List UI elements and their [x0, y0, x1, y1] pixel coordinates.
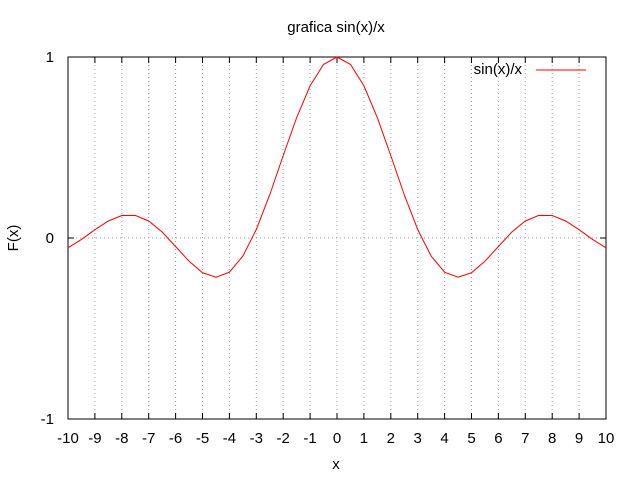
- x-tick-label: 10: [598, 430, 615, 447]
- x-tick-label: 5: [467, 430, 475, 447]
- x-tick-label: -5: [196, 430, 209, 447]
- x-tick-label: -9: [88, 430, 101, 447]
- axis-ticks: [67, 56, 607, 420]
- x-tick-label: -7: [142, 430, 155, 447]
- x-tick-label: -8: [115, 430, 128, 447]
- x-tick-label: 4: [440, 430, 448, 447]
- chart-title: grafica sin(x)/x: [287, 19, 385, 36]
- x-tick-label: 6: [494, 430, 502, 447]
- x-tick-label: 2: [387, 430, 395, 447]
- series-layer: [67, 56, 607, 278]
- y-tick-label: 0: [46, 230, 54, 247]
- y-tick-label: -1: [41, 411, 54, 428]
- grid: [68, 57, 606, 419]
- tick-labels: -10 -9 -8 -7 -6 -5 -4 -3 -2 -1 0 1 2 3 4 5 6 7 8 9 10-101: [41, 49, 615, 447]
- x-tick-label: -4: [223, 430, 236, 447]
- x-tick-label: -10: [57, 430, 79, 447]
- legend-label: sin(x)/x: [474, 61, 523, 78]
- x-tick-label: -3: [250, 430, 263, 447]
- x-tick-label: 0: [333, 430, 341, 447]
- y-axis-label: F(x): [5, 225, 22, 252]
- series-line: [67, 56, 607, 278]
- x-axis-label: x: [332, 456, 340, 473]
- x-tick-label: -2: [277, 430, 290, 447]
- x-tick-label: 3: [414, 430, 422, 447]
- x-tick-label: -1: [303, 430, 316, 447]
- x-tick-label: 9: [575, 430, 583, 447]
- x-tick-label: 8: [548, 430, 556, 447]
- y-tick-label: 1: [46, 49, 54, 66]
- x-tick-label: 7: [521, 430, 529, 447]
- x-tick-label: -6: [169, 430, 182, 447]
- legend: sin(x)/x: [474, 61, 586, 78]
- x-tick-label: 1: [360, 430, 368, 447]
